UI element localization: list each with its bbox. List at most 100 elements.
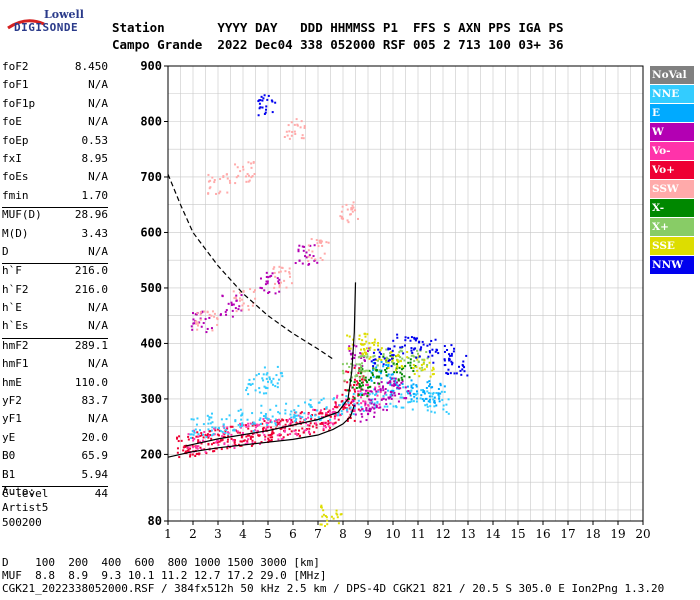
data-point xyxy=(452,350,455,353)
x-tick-label: 13 xyxy=(460,527,475,541)
data-point xyxy=(398,387,401,390)
data-point xyxy=(385,374,388,377)
data-point xyxy=(227,432,230,435)
data-point xyxy=(386,357,389,360)
data-point xyxy=(463,370,466,373)
data-point xyxy=(361,375,364,378)
data-point xyxy=(363,355,366,358)
data-point xyxy=(400,373,403,376)
data-point xyxy=(235,310,238,313)
data-point xyxy=(319,523,322,526)
data-point xyxy=(285,402,288,405)
data-point xyxy=(310,238,313,241)
data-point xyxy=(207,180,210,183)
data-point xyxy=(336,513,339,516)
data-point xyxy=(362,347,365,350)
data-point xyxy=(321,422,324,425)
y-tick-label: 500 xyxy=(140,281,162,295)
data-point xyxy=(302,431,305,434)
data-point xyxy=(366,384,369,387)
data-point xyxy=(362,343,365,346)
data-point xyxy=(344,389,347,392)
data-point xyxy=(420,369,423,372)
data-point xyxy=(350,206,353,209)
data-point xyxy=(313,408,316,411)
data-point xyxy=(412,348,415,351)
param-value: 65.9 xyxy=(81,449,109,463)
data-point xyxy=(205,435,208,438)
data-point xyxy=(453,347,456,350)
legend-item: E xyxy=(650,104,694,122)
data-point xyxy=(423,399,426,402)
data-point xyxy=(209,179,212,182)
data-point xyxy=(323,252,326,255)
data-point xyxy=(450,354,453,357)
data-point xyxy=(226,177,229,180)
data-point xyxy=(409,394,412,397)
data-point xyxy=(246,386,249,389)
data-point xyxy=(189,453,192,456)
data-point xyxy=(277,423,280,426)
param-row: h`F 216.0 xyxy=(2,264,108,282)
data-point xyxy=(205,452,208,455)
data-point xyxy=(389,383,392,386)
data-point xyxy=(299,420,302,423)
data-point xyxy=(262,418,265,421)
data-point xyxy=(395,363,398,366)
data-point xyxy=(353,398,356,401)
data-point xyxy=(239,431,242,434)
data-point xyxy=(223,443,226,446)
data-point xyxy=(423,392,426,395)
data-point xyxy=(260,404,263,407)
data-point xyxy=(386,405,389,408)
data-point xyxy=(437,387,440,390)
data-point xyxy=(246,173,249,176)
data-point xyxy=(353,408,356,411)
data-point xyxy=(288,417,291,420)
data-point xyxy=(372,375,375,378)
data-point xyxy=(346,381,349,384)
data-point xyxy=(372,367,375,370)
data-point xyxy=(351,386,354,389)
data-point xyxy=(214,429,217,432)
data-point xyxy=(415,393,418,396)
data-point xyxy=(382,365,385,368)
data-point xyxy=(257,434,260,437)
data-point xyxy=(363,393,366,396)
data-point xyxy=(263,289,266,292)
data-point xyxy=(357,408,360,411)
data-point xyxy=(197,322,200,325)
data-point xyxy=(364,389,367,392)
x-tick-label: 18 xyxy=(585,527,600,541)
data-point xyxy=(360,402,363,405)
data-point xyxy=(429,405,432,408)
data-point xyxy=(351,210,354,213)
data-point xyxy=(409,390,412,393)
data-point xyxy=(336,414,339,417)
data-point xyxy=(406,356,409,359)
data-point xyxy=(217,443,220,446)
electron-density-profile xyxy=(167,404,355,458)
data-point xyxy=(438,395,441,398)
data-point xyxy=(391,394,394,397)
data-point xyxy=(389,390,392,393)
data-point xyxy=(374,338,377,341)
data-point xyxy=(352,395,355,398)
data-point xyxy=(199,434,202,437)
data-point xyxy=(371,406,374,409)
data-point xyxy=(401,350,404,353)
data-point xyxy=(378,403,381,406)
data-point xyxy=(240,440,243,443)
data-point xyxy=(251,432,254,435)
data-point xyxy=(428,395,431,398)
data-point xyxy=(262,97,265,100)
data-point xyxy=(348,365,351,368)
data-point xyxy=(245,175,248,178)
data-point xyxy=(393,363,396,366)
data-point xyxy=(404,339,407,342)
data-point xyxy=(311,425,314,428)
data-point xyxy=(387,361,390,364)
data-point xyxy=(265,377,268,380)
data-point xyxy=(329,426,332,429)
data-point xyxy=(229,446,232,449)
